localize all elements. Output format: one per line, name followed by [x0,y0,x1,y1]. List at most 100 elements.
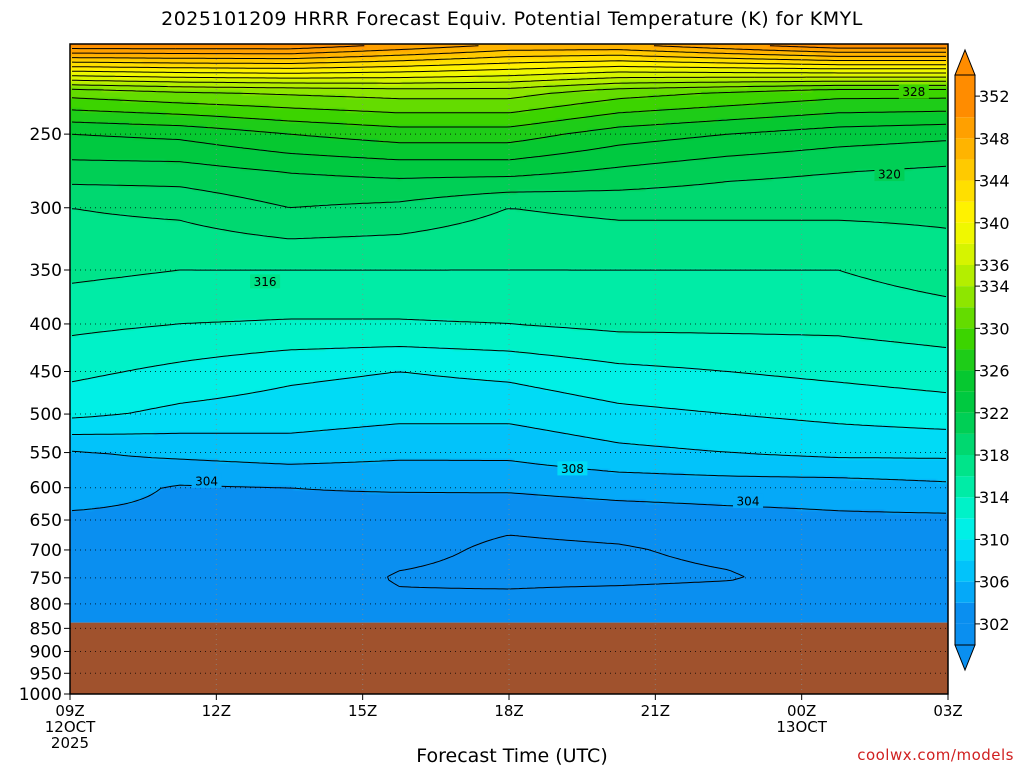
colorbar-bin [955,159,975,181]
y-tick-label: 250 [30,125,62,145]
colorbar-tick-label: 334 [979,277,1010,296]
contour-label: 316 [254,275,277,289]
x-tick-label: 00Z [787,702,816,720]
colorbar-tick-label: 306 [979,573,1010,592]
colorbar-tick-label: 348 [979,129,1010,148]
contour-348 [72,45,946,55]
theta-e-filled-field [70,44,948,623]
y-tick-label: 300 [30,199,62,219]
contour-340 [71,65,946,74]
contour-label: 328 [902,85,925,99]
colorbar-tick-label: 336 [979,256,1010,275]
contour-346 [72,49,946,60]
contour-label-bg [557,461,588,476]
contour-label: 320 [878,168,901,182]
colorbar-tick-label: 314 [979,488,1010,507]
y-tick-label: 600 [30,479,62,499]
contour-322 [71,140,947,179]
contour-label-bg [733,493,764,508]
contour-326 [71,110,947,144]
colorbar-bin [955,560,975,582]
contour-label-bg [898,84,929,99]
colorbar-bin [955,201,975,223]
colorbar-tick-label: 322 [979,404,1010,423]
colorbar-bin [955,623,975,645]
x-tick-sublabel: 12OCT [45,718,96,736]
colorbar-tick-label: 330 [979,319,1010,338]
colorbar-bin [955,243,975,265]
colorbar-bin [955,349,975,371]
colorbar-bin [955,433,975,455]
colorbar-bin [955,222,975,244]
colorbar-bin [955,581,975,603]
colorbar-bin [955,455,975,477]
y-tick-label: 950 [30,664,62,684]
contour-label-bg [191,473,222,488]
contour-324 [71,123,947,161]
colorbar-bin [955,286,975,308]
contour-342 [72,60,946,69]
x-tick-label: 18Z [494,702,523,720]
colorbar-bin [955,75,975,118]
contour-314 [71,318,947,348]
colorbar-bin [955,328,975,350]
contour-334 [71,80,946,90]
x-tick-sublabel: 13OCT [776,718,827,736]
contour-label: 304 [737,494,760,508]
contour-312 [71,346,947,394]
colorbar-tick-label: 352 [979,87,1010,106]
colorbar-tick-label: 326 [979,362,1010,381]
colorbar-bin [955,602,975,624]
colorbar-tick-label: 344 [979,172,1010,191]
grid-lines [70,44,948,695]
colorbar-tick-label: 340 [979,214,1010,233]
chart-title: 2025101209 HRRR Forecast Equiv. Potentia… [161,8,863,30]
colorbar-bin [955,180,975,202]
y-tick-label: 750 [30,569,62,589]
x-tick-label: 03Z [933,702,962,720]
contour-344 [71,54,946,64]
contour-350 [72,45,946,50]
y-tick-label: 850 [30,619,62,639]
colorbar-bin [955,391,975,413]
y-tick-label: 800 [30,595,62,615]
contour-label-bg [250,274,281,289]
contour-308 [72,423,946,459]
ground-fill [70,622,948,694]
contour-310 [71,371,947,430]
x-tick-label: 21Z [641,702,670,720]
y-tick-label: 650 [30,511,62,531]
y-tick-label: 500 [30,405,62,425]
y-tick-label: 900 [30,642,62,662]
colorbar-tick-label: 310 [979,530,1010,549]
contour-label: 308 [561,462,584,476]
y-tick-label: 700 [30,541,62,561]
y-tick-label: 1000 [19,685,62,705]
colorbar-top-arrow [954,48,976,76]
y-tick-label: 450 [30,363,62,383]
colorbar-bin [955,476,975,498]
contour-306 [71,450,947,483]
colorbar-bin [955,518,975,540]
contour-320 [72,165,947,208]
colorbar-tick-label: 302 [979,615,1010,634]
contour-label: 304 [195,474,218,488]
x-tick-sublabel: 2025 [51,734,89,752]
y-tick-label: 350 [30,261,62,281]
contour-332 [71,84,946,100]
x-tick-label: 09Z [55,702,84,720]
x-tick-label: 15Z [348,702,377,720]
x-tick-label: 12Z [202,702,231,720]
contour-lines [71,45,947,590]
contour-338 [71,71,946,79]
contour-label-bg [874,167,905,182]
y-tick-label: 550 [30,444,62,464]
colorbar-bin [955,138,975,160]
y-tick-label: 400 [30,315,62,335]
colorbar-bin [955,307,975,329]
colorbar-bin [955,370,975,392]
colorbar-frame [954,74,976,646]
colorbar-bin [955,539,975,561]
colorbar-bin [955,497,975,519]
